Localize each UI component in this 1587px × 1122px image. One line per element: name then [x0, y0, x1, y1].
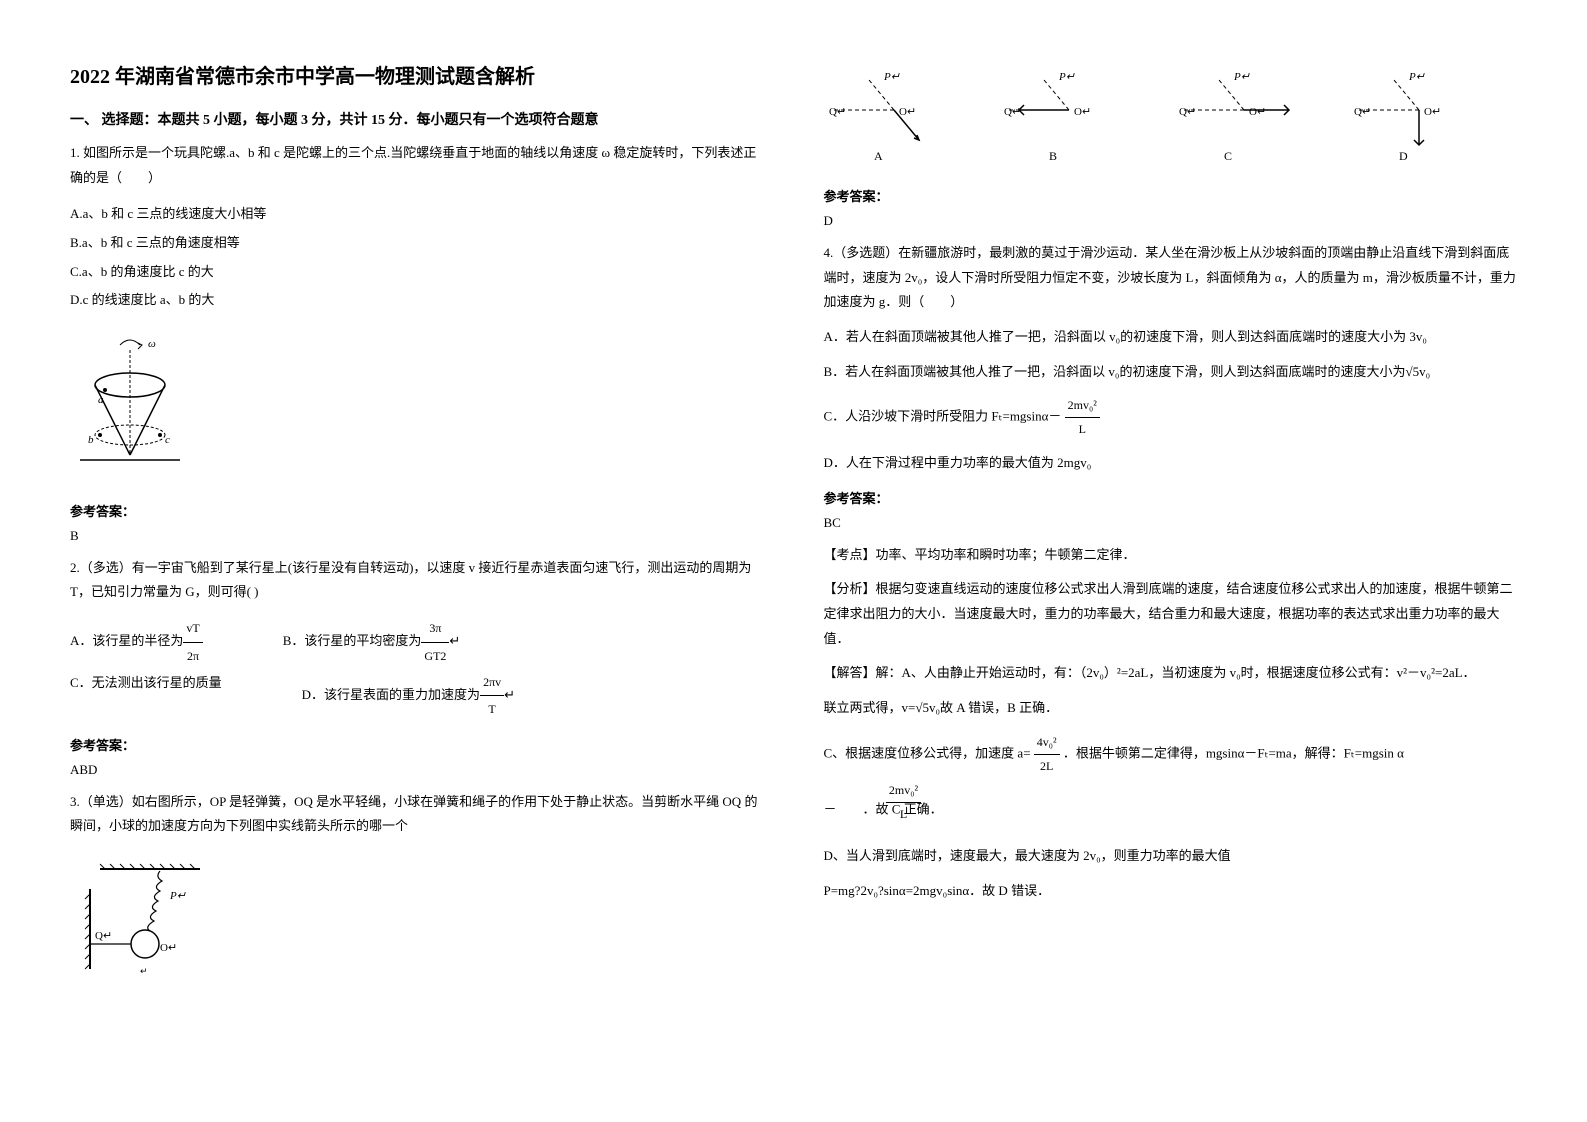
svg-text:P↵: P↵	[1408, 71, 1425, 83]
q2-optB: B．该行星的平均密度为3πGT2↵	[283, 615, 461, 669]
q2-options-row2: C．无法测出该行星的质量 D．该行星表面的重力加速度为2πvT↵	[70, 669, 764, 723]
q2-optA-prefix: A．该行星的半径为	[70, 633, 183, 648]
q1-optC: C.a、b 的角速度比 c 的大	[70, 258, 764, 287]
q4-optC-prefix: C．人沿沙坡下滑时所受阻力 Fₜ=mgsinα－	[824, 409, 1062, 424]
q4-optA: A．若人在斜面顶端被其他人推了一把，沿斜面以 v₀的初速度下滑，则人到达斜面底端…	[824, 325, 1518, 350]
frac-num: 2mv₀²	[1065, 394, 1100, 418]
svg-text:a: a	[98, 394, 104, 406]
svg-text:P↵: P↵	[169, 890, 186, 902]
svg-text:↵: ↵	[140, 966, 148, 976]
q4-answer-label: 参考答案：	[824, 488, 1518, 507]
q2-optD-prefix: D．该行星表面的重力加速度为	[302, 687, 480, 702]
frac-num: 4v₀²	[1034, 731, 1060, 755]
q3-answer: D	[824, 213, 1518, 229]
solveC-frac1: 4v₀²2L	[1034, 731, 1060, 778]
solveC-mid: ．根据牛顿第二定律得，mgsinα－Fₜ=ma，解得：Fₜ=mgsin α	[1063, 745, 1404, 760]
q2-optA-frac: vT2π	[183, 615, 202, 669]
q1-answer: B	[70, 528, 764, 544]
q4-solveC: C、根据速度位移公式得，加速度 a= 4v₀²2L ．根据牛顿第二定律得，mgs…	[824, 731, 1518, 778]
solveC-suffix: － ．故 C 正确．	[824, 802, 943, 817]
svg-text:Q↵: Q↵	[1179, 106, 1196, 118]
q4-solveA: 【解答】解：A、人由静止开始运动时，有：（2v₀）²=2aL，当初速度为 v₀时…	[824, 661, 1518, 686]
svg-text:Q↵: Q↵	[1004, 106, 1021, 118]
svg-text:Q↵: Q↵	[95, 930, 112, 942]
q4-optC: C．人沿沙坡下滑时所受阻力 Fₜ=mgsinα－ 2mv₀²L	[824, 394, 1518, 441]
spring-figure: P↵ O↵ Q↵ ↵	[70, 859, 250, 979]
q4-stem: 4.（多选题）在新疆旅游时，最刺激的莫过于滑沙运动．某人坐在滑沙板上从沙坡斜面的…	[824, 241, 1518, 315]
q4-solveD: D、当人滑到底端时，速度最大，最大速度为 2v₀，则重力功率的最大值	[824, 844, 1518, 869]
q2-optB-frac: 3πGT2	[421, 615, 449, 669]
page-title: 2022 年湖南省常德市余市中学高一物理测试题含解析	[70, 60, 764, 89]
analysis-text: 功率、平均功率和瞬时功率；牛顿第二定律．	[876, 547, 1136, 562]
frac-den: L	[886, 803, 921, 826]
q4-optC-frac: 2mv₀²L	[1065, 394, 1100, 441]
solveC-frac2: 2mv₀²L	[886, 779, 921, 826]
q4-analysis2: 【分析】根据匀变速直线运动的速度位移公式求出人滑到底端的速度，结合速度位移公式求…	[824, 577, 1518, 651]
q4-solveA2: 联立两式得，v=√5v₀故 A 错误，B 正确．	[824, 696, 1518, 721]
q3-label-B: B	[1049, 149, 1057, 163]
frac-den: T	[480, 696, 504, 722]
svg-text:c: c	[165, 434, 170, 446]
q1-stem: 1. 如图所示是一个玩具陀螺.a、b 和 c 是陀螺上的三个点.当陀螺绕垂直于地…	[70, 141, 764, 190]
q3-answer-label: 参考答案：	[824, 186, 1518, 205]
q3-options-figure: P↵ O↵ Q↵ A P↵ O↵ Q↵ B P↵ O↵	[824, 65, 1524, 165]
frac-num: 3π	[421, 615, 449, 642]
frac-num: 2mv₀²	[886, 779, 921, 803]
svg-text:Q↵: Q↵	[1354, 106, 1371, 118]
frac-den: 2π	[183, 643, 202, 669]
q4-optB: B．若人在斜面顶端被其他人推了一把，沿斜面以 v₀的初速度下滑，则人到达斜面底端…	[824, 360, 1518, 385]
q2-options-row1: A．该行星的半径为vT2π B．该行星的平均密度为3πGT2↵	[70, 615, 764, 669]
frac-den: 2L	[1034, 755, 1060, 778]
q1-optB: B.a、b 和 c 三点的角速度相等	[70, 229, 764, 258]
q1-answer-label: 参考答案：	[70, 501, 764, 520]
q2-optD: D．该行星表面的重力加速度为2πvT↵	[302, 669, 515, 723]
q2-answer-label: 参考答案：	[70, 735, 764, 754]
analysis-label: 【考点】	[824, 547, 876, 562]
q3-label-D: D	[1399, 149, 1408, 163]
analysis2-text: 根据匀变速直线运动的速度位移公式求出人滑到底端的速度，结合速度位移公式求出人的加…	[824, 581, 1513, 645]
svg-text:Q↵: Q↵	[829, 106, 846, 118]
q4-solveC2: － ．故 C 正确． 2mv₀²L	[824, 787, 1518, 834]
gyro-figure: ω a b c	[70, 325, 200, 475]
section-header: 一、 选择题：本题共 5 小题，每小题 3 分，共计 15 分．每小题只有一个选…	[70, 109, 764, 129]
q1-optD: D.c 的线速度比 a、b 的大	[70, 286, 764, 315]
q2-optA: A．该行星的半径为vT2π	[70, 615, 203, 669]
frac-den: GT2	[421, 643, 449, 669]
svg-text:ω: ω	[148, 338, 156, 350]
svg-text:O↵: O↵	[899, 106, 916, 118]
frac-num: 2πv	[480, 669, 504, 696]
q2-answer: ABD	[70, 762, 764, 778]
q3-label-C: C	[1224, 149, 1232, 163]
q4-optD: D．人在下滑过程中重力功率的最大值为 2mgv₀	[824, 451, 1518, 476]
solve-label: 【解答】	[824, 665, 876, 680]
svg-text:b: b	[88, 434, 94, 446]
frac-num: vT	[183, 615, 202, 642]
frac-den: L	[1065, 418, 1100, 441]
svg-text:O↵: O↵	[1074, 106, 1091, 118]
analysis2-label: 【分析】	[824, 581, 876, 596]
left-column: 2022 年湖南省常德市余市中学高一物理测试题含解析 一、 选择题：本题共 5 …	[40, 60, 794, 993]
svg-text:P↵: P↵	[883, 71, 900, 83]
q2-optD-frac: 2πvT	[480, 669, 504, 723]
svg-text:O↵: O↵	[1424, 106, 1441, 118]
q3-label-A: A	[874, 149, 883, 163]
svg-text:O↵: O↵	[1249, 106, 1266, 118]
q4-solveD2: P=mg?2v₀?sinα=2mgv₀sinα．故 D 错误．	[824, 879, 1518, 904]
q2-optB-prefix: B．该行星的平均密度为	[283, 633, 422, 648]
q4-answer: BC	[824, 515, 1518, 531]
q1-optA: A.a、b 和 c 三点的线速度大小相等	[70, 200, 764, 229]
svg-text:O↵: O↵	[160, 942, 177, 954]
svg-text:P↵: P↵	[1233, 71, 1250, 83]
solveC-prefix: C、根据速度位移公式得，加速度 a=	[824, 745, 1034, 760]
svg-text:P↵: P↵	[1058, 71, 1075, 83]
q3-stem: 3.（单选）如右图所示，OP 是轻弹簧，OQ 是水平轻绳，小球在弹簧和绳子的作用…	[70, 790, 764, 839]
q2-stem: 2.（多选）有一宇宙飞船到了某行星上(该行星没有自转运动)，以速度 v 接近行星…	[70, 556, 764, 605]
q4-analysis1: 【考点】功率、平均功率和瞬时功率；牛顿第二定律．	[824, 543, 1518, 568]
solveA-text: 解：A、人由静止开始运动时，有：（2v₀）²=2aL，当初速度为 v₀时，根据速…	[876, 665, 1476, 680]
right-column: P↵ O↵ Q↵ A P↵ O↵ Q↵ B P↵ O↵	[794, 60, 1548, 993]
q2-optC: C．无法测出该行星的质量	[70, 669, 222, 723]
